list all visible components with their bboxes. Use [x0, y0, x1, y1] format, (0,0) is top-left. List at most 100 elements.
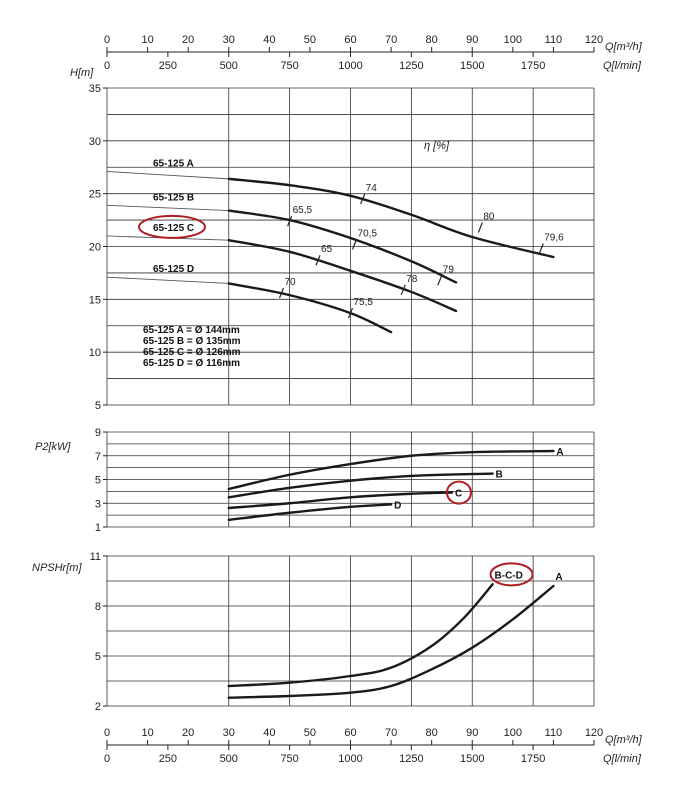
y-tick-label: 30 [89, 136, 101, 148]
y-tick-label: 3 [95, 498, 101, 510]
power-curve-label-a: A [556, 447, 563, 458]
npsh-axis-label: NPSHr[m] [32, 562, 82, 574]
power-curve-a [227, 449, 555, 491]
efficiency-label: 65,5 [293, 205, 313, 216]
efficiency-label: 78 [406, 274, 418, 285]
efficiency-mark [278, 287, 285, 299]
power-curve-c [227, 491, 454, 510]
efficiency-mark [352, 239, 358, 250]
efficiency-label: 65 [321, 244, 333, 255]
y-tick-label: 20 [89, 242, 101, 254]
highlight-ellipse-power [445, 480, 472, 505]
efficiency-label: 79,6 [544, 233, 564, 244]
q-m3h-tick-label: 70 [385, 34, 397, 46]
q-lmin-tick-label: 250 [159, 753, 177, 765]
power-curve-label-d: D [394, 500, 401, 511]
q-m3h-tick-label: 30 [223, 34, 235, 46]
q-lmin-tick-label: 0 [104, 753, 110, 765]
top-flow-axis: 0 10 20 30 40 50 60 70 80 90 100 110 120 0 250 500 750 10… [104, 34, 643, 72]
q-lmin-tick-label: 750 [280, 753, 298, 765]
npsh-curve-a [227, 584, 555, 699]
efficiency-mark [538, 243, 544, 254]
q-m3h-tick-label: 0 [104, 34, 110, 46]
head-curve-65-125-c [227, 238, 458, 313]
q-m3h-tick-label: 60 [344, 727, 356, 739]
npsh-curve-b-c-d [227, 583, 494, 688]
efficiency-label: 79 [443, 264, 455, 275]
efficiency-label: 70 [285, 277, 297, 288]
power-curve-b [227, 472, 494, 499]
efficiency-label: 80 [483, 211, 495, 222]
q-lmin-tick-label: 1000 [338, 60, 362, 72]
efficiency-label: 70,5 [358, 228, 378, 239]
head-axis-label: H[m] [70, 67, 94, 79]
q-m3h-tick-label: 40 [263, 34, 275, 46]
head-panel: 5 10 15 20 25 30 35 H[m] η [%] 65-125 A 65-125 B 65… [70, 67, 595, 412]
head-curve-label-65-125-b: 65-125 B [153, 192, 194, 203]
q-m3h-tick-label: 40 [263, 727, 275, 739]
q-m3h-tick-label: 50 [304, 34, 316, 46]
efficiency-mark [315, 255, 321, 266]
q-m3h-tick-label: 110 [545, 34, 563, 46]
head-curve-label-65-125-a: 65-125 A [153, 158, 194, 169]
q-m3h-tick-label: 110 [545, 727, 563, 739]
y-tick-label: 8 [95, 601, 101, 613]
diameter-legend-entry: 65-125 C = Ø 126mm [143, 347, 241, 358]
q-lmin-tick-label: 500 [220, 753, 238, 765]
q-m3h-tick-label: 10 [141, 727, 153, 739]
q-m3h-tick-label: 10 [141, 34, 153, 46]
y-tick-label: 5 [95, 475, 101, 487]
q-m3h-axis-label: Q[m³/h] [605, 41, 643, 53]
q-m3h-tick-label: 50 [304, 727, 316, 739]
power-curve-d [227, 503, 393, 522]
head-curve-thin-65-125-b [106, 204, 229, 212]
q-lmin-axis-label: Q[l/min] [603, 60, 642, 72]
power-axis-label: P2[kW] [35, 441, 71, 453]
q-lmin-tick-label: 1750 [521, 60, 545, 72]
efficiency-mark [360, 193, 366, 205]
efficiency-axis-label: η [%] [424, 140, 450, 152]
q-lmin-tick-label: 1250 [399, 60, 423, 72]
y-tick-label: 15 [89, 294, 101, 306]
q-m3h-tick-label: 100 [504, 727, 522, 739]
highlight-ellipse-head [138, 214, 206, 239]
efficiency-mark [347, 307, 354, 319]
q-m3h-tick-label: 0 [104, 727, 110, 739]
q-lmin-tick-label: 1000 [338, 753, 362, 765]
q-lmin-tick-label: 500 [220, 60, 238, 72]
y-tick-label: 10 [89, 347, 101, 359]
q-m3h-tick-label: 80 [426, 727, 438, 739]
q-lmin-tick-label: 1500 [460, 753, 484, 765]
y-tick-label: 7 [95, 451, 101, 463]
diameter-legend-entry: 65-125 D = Ø 116mm [143, 358, 240, 369]
q-lmin-tick-label: 1750 [521, 753, 545, 765]
q-m3h-tick-label: 30 [223, 727, 235, 739]
diameter-legend-entry: 65-125 B = Ø 135mm [143, 336, 241, 347]
npsh-curve-label-a: A [555, 572, 562, 583]
efficiency-mark [477, 222, 483, 233]
q-lmin-axis-label: Q[l/min] [603, 753, 642, 765]
q-m3h-tick-label: 120 [585, 727, 603, 739]
q-m3h-tick-label: 20 [182, 727, 194, 739]
diameter-legend-entry: 65-125 A = Ø 144mm [143, 325, 240, 336]
q-lmin-tick-label: 1250 [399, 753, 423, 765]
y-tick-label: 9 [95, 427, 101, 439]
npsh-panel: 2 5 8 11 NPSHr[m] B-C-D A [32, 551, 595, 713]
q-m3h-tick-label: 100 [504, 34, 522, 46]
q-lmin-tick-label: 750 [280, 60, 298, 72]
q-m3h-tick-label: 90 [466, 727, 478, 739]
power-curve-label-b: B [496, 470, 503, 481]
efficiency-label: 75,5 [354, 297, 374, 308]
power-curve-label-c: C [455, 489, 462, 500]
q-lmin-tick-label: 250 [159, 60, 177, 72]
bottom-flow-axis: 0 10 20 30 40 50 60 70 80 90 100 110 120 0 250 500 750 10… [104, 727, 643, 765]
y-tick-label: 5 [95, 651, 101, 663]
efficiency-mark [400, 284, 406, 296]
efficiency-label: 74 [366, 183, 378, 194]
y-tick-label: 5 [95, 400, 101, 412]
head-curve-65-125-a [227, 177, 555, 259]
npsh-curve-label-b-c-d: B-C-D [495, 570, 523, 581]
efficiency-mark [287, 215, 293, 227]
q-m3h-axis-label: Q[m³/h] [605, 734, 643, 746]
head-curve-thin-65-125-d [106, 276, 229, 284]
